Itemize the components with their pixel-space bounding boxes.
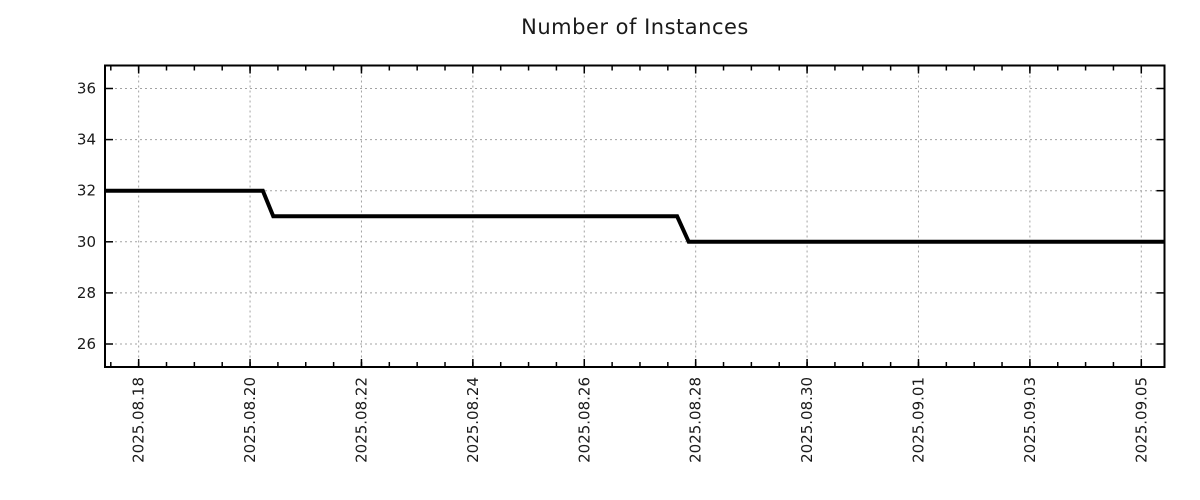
- x-tick-label: 2025.08.28: [687, 377, 705, 463]
- y-tick-label: 26: [77, 335, 96, 353]
- series-line: [105, 188, 1165, 244]
- y-tick-label: 28: [77, 284, 96, 302]
- x-tick-label: 2025.08.22: [352, 377, 370, 463]
- x-tick-label: 2025.08.26: [575, 377, 593, 463]
- y-tick-label: 30: [77, 233, 96, 251]
- x-tick-label: 2025.08.30: [798, 377, 816, 463]
- x-tick-label: 2025.08.24: [464, 377, 482, 463]
- y-tick-label: 36: [77, 79, 96, 97]
- chart-title: Number of Instances: [521, 15, 749, 39]
- x-tick-label: 2025.09.01: [909, 377, 927, 463]
- x-tick-label: 2025.08.20: [241, 377, 259, 463]
- x-tick-label: 2025.09.03: [1021, 377, 1039, 463]
- y-tick-label: 34: [77, 131, 96, 149]
- plot-border: [104, 64, 1166, 368]
- x-tick-label: 2025.08.18: [130, 377, 148, 463]
- x-tick-label: 2025.09.05: [1132, 377, 1150, 463]
- y-tick-label: 32: [77, 182, 96, 200]
